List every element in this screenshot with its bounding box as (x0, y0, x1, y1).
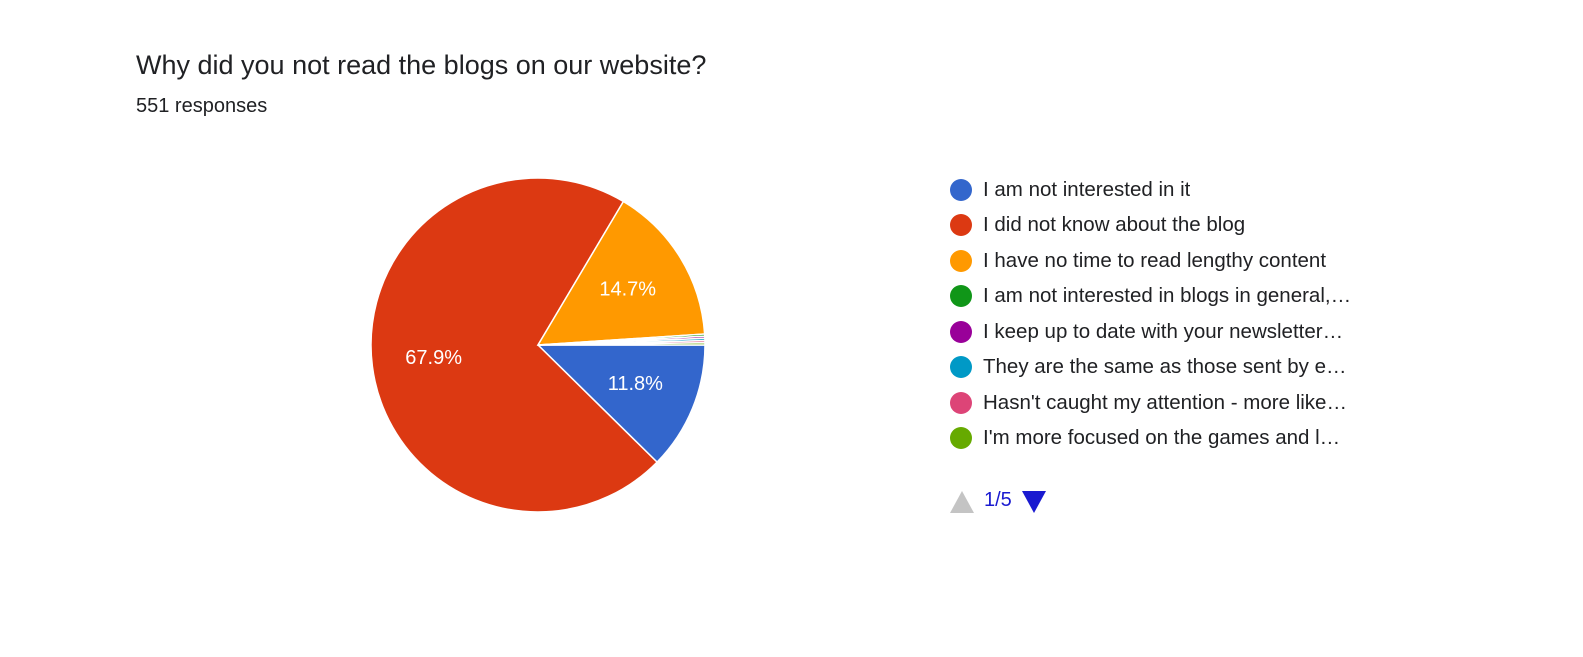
response-count: 551 responses (136, 95, 268, 117)
pie-chart: 11.8% 67.9% 14.7% (370, 177, 706, 513)
legend-label: I did not know about the blog (983, 213, 1246, 237)
legend-label: I am not interested in it (983, 177, 1191, 201)
legend-item[interactable]: I'm more focused on the games and l… (950, 421, 1400, 457)
chart-legend: I am not interested in it I did not know … (950, 172, 1400, 456)
legend-dot-icon (950, 178, 972, 201)
next-page-arrow-icon[interactable] (1021, 491, 1046, 513)
pie-slice-8[interactable] (537, 342, 706, 346)
legend-label: Hasn't caught my attention - more like… (983, 390, 1347, 414)
legend-label: I have no time to read lengthy content (983, 248, 1327, 272)
previous-page-arrow-icon[interactable] (950, 491, 974, 513)
legend-label: I'm more focused on the games and l… (983, 426, 1341, 450)
legend-item[interactable]: I am not interested in blogs in general,… (950, 279, 1400, 315)
legend-pager: 1/5 (950, 488, 1046, 513)
legend-item[interactable]: They are the same as those sent by e… (950, 350, 1400, 386)
legend-dot-icon (950, 391, 972, 414)
page-indicator: 1/5 (984, 489, 1012, 511)
legend-item[interactable]: I am not interested in it (950, 172, 1400, 208)
slice-label-1: 11.8% (608, 373, 663, 395)
legend-item[interactable]: I did not know about the blog (950, 208, 1400, 244)
pie-slice-3[interactable] (536, 200, 706, 346)
slice-label-3: 14.7% (599, 278, 656, 300)
legend-item[interactable]: I keep up to date with your newsletter… (950, 314, 1400, 350)
legend-item[interactable]: I have no time to read lengthy content (950, 243, 1400, 279)
legend-dot-icon (950, 249, 972, 272)
legend-item[interactable]: Hasn't caught my attention - more like… (950, 385, 1400, 421)
pie-slice-1[interactable] (536, 344, 706, 464)
legend-label: I keep up to date with your newsletter… (983, 319, 1344, 343)
chart-title: Why did you not read the blogs on our we… (136, 50, 707, 80)
legend-label: They are the same as those sent by e… (983, 355, 1347, 379)
legend-dot-icon (950, 214, 972, 237)
legend-dot-icon (950, 356, 972, 379)
slice-label-2: 67.9% (405, 347, 462, 369)
legend-dot-icon (950, 285, 972, 308)
legend-label: I am not interested in blogs in general,… (983, 284, 1352, 308)
pie-slice-2[interactable] (370, 177, 659, 513)
legend-dot-icon (950, 320, 972, 343)
legend-dot-icon (950, 427, 972, 450)
